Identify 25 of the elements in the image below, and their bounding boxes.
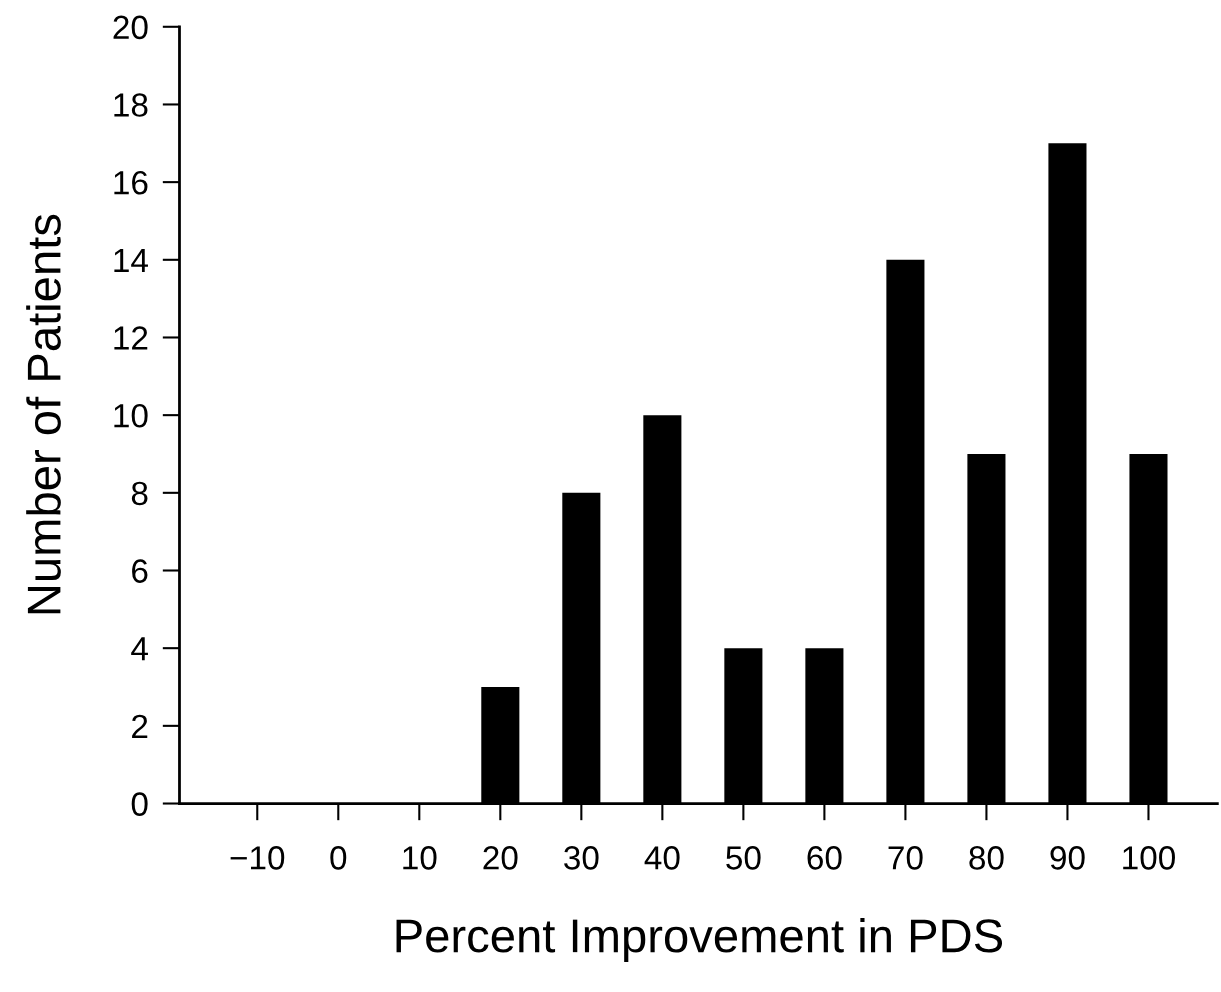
x-tick-label: 100 <box>1123 846 1175 870</box>
x-axis-title: Percent Improvement in PDS <box>396 917 1003 962</box>
y-tick-label: 4 <box>131 637 148 661</box>
x-tick-label: 40 <box>644 846 680 870</box>
y-tick-label: 2 <box>132 714 148 738</box>
x-tick-label: 10 <box>403 846 437 870</box>
x-tick-label: 60 <box>807 846 842 870</box>
x-tick-label: 80 <box>969 846 1004 870</box>
x-tick-label: 0 <box>330 846 347 870</box>
x-tick-label: 50 <box>726 846 761 870</box>
x-tick-label: 90 <box>1050 846 1085 870</box>
y-tick-label: 6 <box>132 559 148 583</box>
x-tick-label: −10 <box>230 846 285 870</box>
y-tick-label: 0 <box>131 792 148 816</box>
y-axis-title: Number of Patients <box>26 214 61 614</box>
y-tick-label: 16 <box>114 170 148 195</box>
y-tick-label: 8 <box>131 481 148 506</box>
x-tick-label: 20 <box>483 846 518 870</box>
x-tick-label: 70 <box>888 846 923 870</box>
y-tick-label: 20 <box>113 15 148 40</box>
y-tick-label: 18 <box>114 93 148 117</box>
y-tick-label: 10 <box>114 403 148 428</box>
x-tick-label: 30 <box>564 846 599 870</box>
y-tick-label: 12 <box>114 326 148 350</box>
y-tick-label: 14 <box>114 248 148 272</box>
